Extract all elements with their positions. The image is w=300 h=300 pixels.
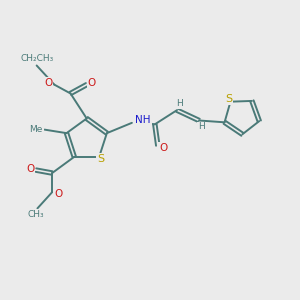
- Text: Me: Me: [29, 125, 43, 134]
- Text: O: O: [26, 164, 34, 174]
- Text: CH₃: CH₃: [28, 210, 44, 219]
- Text: H: H: [198, 122, 205, 131]
- Text: H: H: [176, 99, 183, 108]
- Text: O: O: [88, 78, 96, 88]
- Text: O: O: [159, 143, 167, 153]
- Text: CH₂CH₃: CH₂CH₃: [20, 54, 53, 63]
- Text: O: O: [44, 78, 52, 88]
- Text: S: S: [97, 154, 104, 164]
- Text: S: S: [225, 94, 233, 104]
- Text: NH: NH: [135, 116, 151, 125]
- Text: O: O: [54, 189, 62, 199]
